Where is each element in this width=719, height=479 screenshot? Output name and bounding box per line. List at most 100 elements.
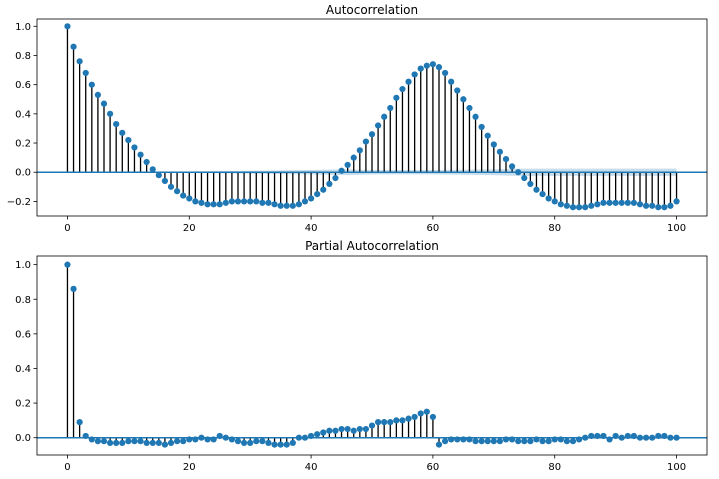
acf-point bbox=[344, 161, 351, 169]
pacf-point bbox=[417, 410, 424, 417]
acf-point bbox=[521, 174, 528, 182]
pacf-point bbox=[569, 438, 577, 445]
acf-point bbox=[502, 155, 510, 163]
pacf-xtick-label: 100 bbox=[667, 462, 686, 473]
pacf-point bbox=[271, 441, 278, 448]
acf-point bbox=[301, 198, 309, 205]
pacf-point bbox=[344, 425, 351, 433]
acf-xtick-label: 80 bbox=[548, 223, 561, 234]
pacf-point bbox=[332, 427, 339, 434]
pacf-point bbox=[545, 438, 552, 445]
pacf-panel: Partial Autocorrelation 0 20 40 60 80 1000.00… bbox=[15, 239, 708, 473]
acf-point bbox=[76, 58, 83, 65]
acf-point bbox=[234, 198, 242, 205]
acf-point bbox=[283, 202, 290, 209]
acf-point bbox=[393, 94, 400, 101]
acf-point bbox=[143, 158, 150, 166]
acf-point bbox=[204, 201, 211, 208]
acf-point bbox=[350, 154, 357, 161]
pacf-point bbox=[478, 438, 485, 445]
acf-ytick-label: 0.4 bbox=[15, 109, 31, 120]
acf-point bbox=[240, 198, 248, 205]
acf-point bbox=[606, 199, 613, 206]
acf-point bbox=[222, 199, 229, 206]
pacf-point bbox=[247, 439, 254, 446]
acf-xtick-label: 0 bbox=[64, 223, 70, 234]
acf-point bbox=[557, 201, 564, 208]
acf-point bbox=[289, 202, 296, 209]
acf-point bbox=[472, 113, 479, 120]
acf-point bbox=[636, 201, 644, 208]
acf-ytick-label: 1.0 bbox=[15, 22, 31, 33]
acf-point bbox=[173, 188, 181, 195]
acf-point bbox=[435, 64, 443, 71]
pacf-point bbox=[563, 438, 571, 445]
pacf-point bbox=[240, 439, 248, 446]
acf-point bbox=[539, 191, 546, 198]
acf-point bbox=[374, 122, 382, 129]
pacf-point bbox=[368, 422, 376, 429]
acf-point bbox=[387, 104, 394, 112]
pacf-point bbox=[441, 438, 449, 445]
pacf-point bbox=[137, 438, 144, 445]
acf-point bbox=[192, 198, 199, 205]
pacf-point bbox=[423, 408, 430, 415]
acf-point bbox=[295, 201, 303, 208]
acf-point bbox=[198, 199, 205, 206]
pacf-point bbox=[125, 438, 132, 445]
pacf-axes-frame bbox=[36, 255, 708, 456]
pacf-point bbox=[490, 438, 497, 445]
acf-point bbox=[362, 138, 370, 145]
acf-ytick-label: 0.8 bbox=[15, 51, 31, 62]
acf-point bbox=[575, 204, 583, 211]
acf-point bbox=[454, 87, 461, 94]
acf-point bbox=[594, 201, 601, 208]
acf-point bbox=[64, 23, 71, 30]
acf-point bbox=[441, 69, 449, 77]
acf-point bbox=[630, 199, 638, 206]
pacf-point bbox=[393, 417, 400, 424]
pacf-point bbox=[259, 438, 266, 445]
pacf-point bbox=[234, 438, 242, 445]
acf-point bbox=[411, 71, 418, 78]
acf-point bbox=[667, 202, 674, 209]
pacf-point bbox=[539, 438, 546, 445]
pacf-title: Partial Autocorrelation bbox=[305, 239, 439, 253]
acf-axes-frame bbox=[36, 18, 708, 217]
acf-point bbox=[545, 195, 552, 202]
pacf-point bbox=[143, 439, 150, 446]
pacf-xtick-label: 20 bbox=[183, 462, 196, 473]
pacf-point bbox=[131, 438, 138, 445]
acf-point bbox=[368, 131, 376, 138]
acf-point bbox=[423, 62, 430, 69]
acf-point bbox=[655, 204, 662, 211]
pacf-point bbox=[515, 438, 522, 445]
acf-point bbox=[113, 120, 120, 128]
acf-point bbox=[673, 198, 680, 205]
acf-point bbox=[131, 144, 138, 151]
pacf-ytick-label: 0.6 bbox=[15, 329, 31, 340]
acf-point bbox=[119, 129, 126, 136]
pacf-point bbox=[64, 261, 71, 268]
pacf-point bbox=[472, 438, 479, 445]
acf-point bbox=[417, 65, 424, 72]
acf-point bbox=[82, 69, 89, 77]
acf-point bbox=[478, 123, 485, 131]
acf-point bbox=[253, 198, 260, 205]
pacf-point bbox=[356, 425, 363, 433]
pacf-point bbox=[399, 417, 406, 424]
pacf-xtick-label: 0 bbox=[64, 462, 70, 473]
acf-stems bbox=[66, 26, 678, 208]
acf-point bbox=[167, 183, 175, 190]
acf-point bbox=[88, 81, 95, 88]
pacf-xtick-label: 80 bbox=[548, 462, 561, 473]
acf-markers bbox=[64, 23, 680, 211]
acf-point bbox=[399, 85, 406, 93]
acf-point bbox=[429, 61, 437, 68]
acf-ytick-label: 0.0 bbox=[15, 168, 31, 179]
acf-panel: Autocorrelation 0 20 40 60 80 100 −0.2 0.0 0.2 0.… bbox=[7, 3, 708, 234]
acf-point bbox=[155, 172, 162, 179]
acf-point bbox=[661, 204, 668, 211]
pacf-point bbox=[76, 419, 83, 426]
